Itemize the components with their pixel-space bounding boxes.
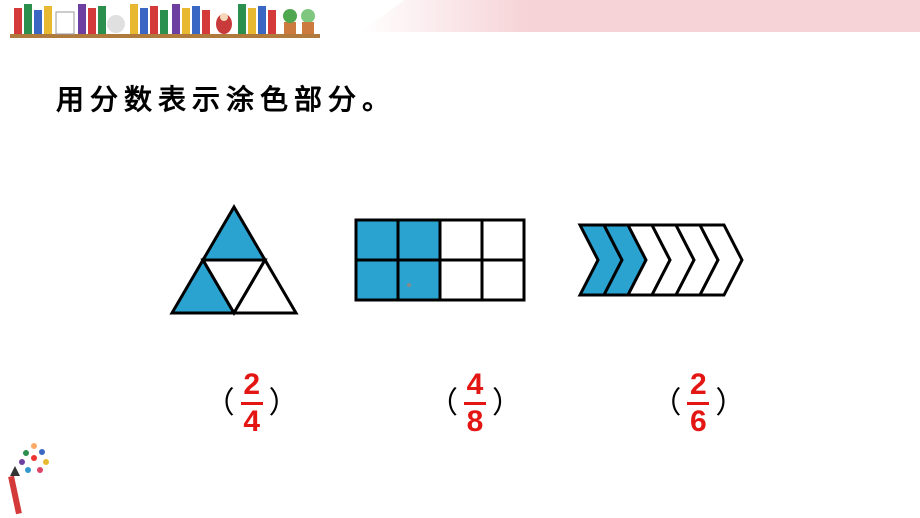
denominator: 4	[243, 405, 260, 437]
answer-2: （ 4 8 ）	[422, 370, 528, 437]
numerator: 4	[467, 370, 484, 402]
paren-close: ）	[486, 389, 528, 419]
figures-row	[0, 190, 920, 330]
chevron-diagram	[576, 221, 786, 299]
denominator: 6	[690, 405, 707, 437]
fraction-3: 2 6	[687, 370, 709, 437]
paren-close: ）	[709, 389, 751, 419]
figure-chevrons	[576, 190, 786, 330]
answers-row: （ 2 4 ） （ 4 8 ） （ 2 6 ）	[0, 370, 920, 437]
bookshelf-decoration	[10, 2, 320, 38]
figure-triangle	[164, 190, 304, 330]
center-marker	[407, 283, 411, 287]
numerator: 2	[690, 370, 707, 402]
instruction-text: 用分数表示涂色部分。	[56, 78, 396, 118]
header-accent	[360, 0, 920, 32]
answer-3: （ 2 6 ）	[645, 370, 751, 437]
fraction-2: 4 8	[464, 370, 486, 437]
answer-1: （ 2 4 ）	[199, 370, 305, 437]
grid-diagram	[352, 216, 528, 304]
denominator: 8	[467, 405, 484, 437]
paren-open: （	[645, 389, 687, 419]
paren-open: （	[422, 389, 464, 419]
fraction-1: 2 4	[241, 370, 263, 437]
corner-decoration	[6, 436, 96, 516]
triangle-diagram	[164, 201, 304, 319]
paren-close: ）	[263, 389, 305, 419]
numerator: 2	[243, 370, 260, 402]
paren-open: （	[199, 389, 241, 419]
figure-grid	[352, 190, 528, 330]
